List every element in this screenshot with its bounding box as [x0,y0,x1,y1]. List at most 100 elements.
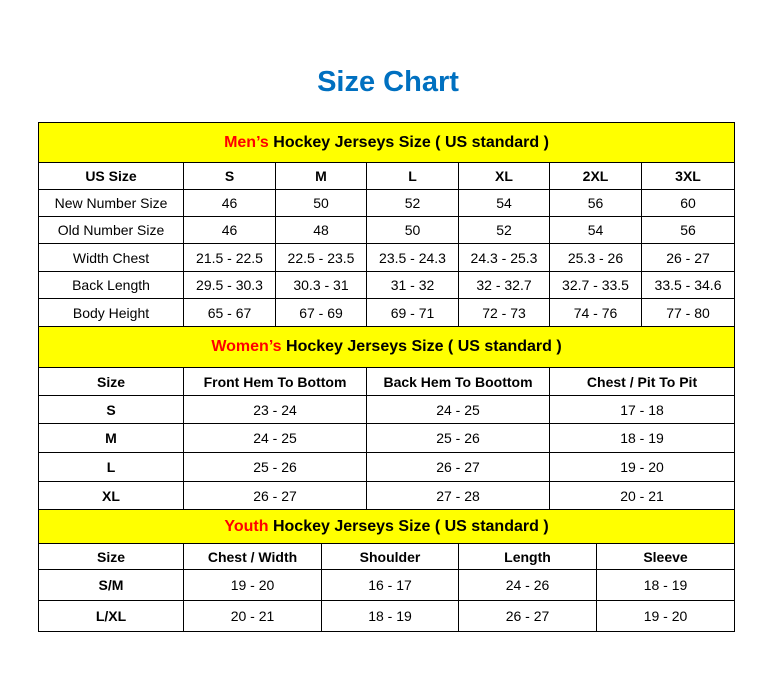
column-header: L [366,162,459,190]
table-cell: 30.3 - 31 [275,271,367,299]
table-row: S/M 19 - 20 16 - 17 24 - 26 18 - 19 [38,569,736,601]
table-cell: 23.5 - 24.3 [366,243,459,272]
table-cell: 52 [458,216,550,244]
table-cell: 24 - 26 [458,569,597,601]
table-cell: 20 - 21 [183,600,322,632]
row-label: M [38,423,184,453]
table-cell: 24 - 25 [183,423,367,453]
table-cell: 50 [366,216,459,244]
table-cell: 19 - 20 [548,452,736,482]
section-heading-prefix: Women’s [211,338,282,355]
column-header: XL [458,162,550,190]
table-row: L/XL 20 - 21 18 - 19 26 - 27 19 - 20 [38,600,736,632]
table-cell: 18 - 19 [548,423,736,453]
table-cell: 32.7 - 33.5 [549,271,642,299]
column-header: Shoulder [321,543,459,570]
table-cell: 33.5 - 34.6 [640,271,736,299]
column-header: Front Hem To Bottom [183,367,367,396]
table-cell: 21.5 - 22.5 [183,243,276,272]
section-heading-prefix: Youth [224,517,269,535]
youth-size-table: Youth Hockey Jerseys Size ( US standard … [37,509,736,632]
table-row: Body Height 65 - 67 67 - 69 69 - 71 72 - 73 7… [38,298,736,327]
table-cell: 22.5 - 23.5 [275,243,367,272]
table-cell: 56 [640,216,736,244]
column-header: Back Hem To Boottom [366,367,550,396]
table-cell: 26 - 27 [183,481,367,510]
row-label: New Number Size [38,189,184,217]
section-heading-text: Hockey Jerseys Size ( US standard ) [268,517,549,535]
column-header: Size [38,367,184,396]
row-label: Width Chest [38,243,184,272]
table-cell: 19 - 20 [183,569,322,601]
table-row: Back Length 29.5 - 30.3 30.3 - 31 31 - 32 32… [38,271,736,299]
row-label: L/XL [38,600,184,632]
column-header: 3XL [640,162,736,190]
section-heading: Men’s Hockey Jerseys Size ( US standard … [37,122,736,163]
table-cell: 69 - 71 [366,298,459,327]
row-label: Body Height [38,298,184,327]
table-cell: 26 - 27 [366,452,550,482]
table-cell: 16 - 17 [321,569,459,601]
section-heading-prefix: Men’s [224,133,269,151]
column-header: Length [458,543,597,570]
section-heading-text: Hockey Jerseys Size ( US standard ) [281,338,562,355]
section-heading: Women’s Hockey Jerseys Size ( US standar… [37,326,736,368]
table-cell: 24.3 - 25.3 [458,243,550,272]
table-cell: 56 [549,189,642,217]
table-cell: 74 - 76 [549,298,642,327]
column-header: 2XL [549,162,642,190]
table-cell: 18 - 19 [595,569,736,601]
table-cell: 67 - 69 [275,298,367,327]
table-cell: 72 - 73 [458,298,550,327]
table-row: Old Number Size 46 48 50 52 54 56 [38,216,736,244]
table-cell: 46 [183,216,276,244]
table-cell: 54 [458,189,550,217]
table-row: M 24 - 25 25 - 26 18 - 19 [38,423,736,453]
table-cell: 65 - 67 [183,298,276,327]
table-cell: 31 - 32 [366,271,459,299]
row-label: Old Number Size [38,216,184,244]
row-label: Back Length [38,271,184,299]
table-cell: 54 [549,216,642,244]
row-label: L [38,452,184,482]
table-cell: 29.5 - 30.3 [183,271,276,299]
section-heading-text: Hockey Jerseys Size ( US standard ) [268,133,549,151]
row-label: XL [38,481,184,510]
table-cell: 50 [275,189,367,217]
row-label: S [38,395,184,424]
column-header: Chest / Width [183,543,322,570]
table-row: Width Chest 21.5 - 22.5 22.5 - 23.5 23.5 - … [38,243,736,272]
column-header: US Size [38,162,184,190]
table-cell: 23 - 24 [183,395,367,424]
table-cell: 60 [640,189,736,217]
table-row: XL 26 - 27 27 - 28 20 - 21 [38,481,736,510]
table-cell: 48 [275,216,367,244]
column-header: Chest / Pit To Pit [548,367,736,396]
table-row: S 23 - 24 24 - 25 17 - 18 [38,395,736,424]
table-cell: 25 - 26 [366,423,550,453]
table-row: L 25 - 26 26 - 27 19 - 20 [38,452,736,482]
table-cell: 26 - 27 [458,600,597,632]
table-cell: 25.3 - 26 [549,243,642,272]
table-cell: 27 - 28 [366,481,550,510]
column-header: M [275,162,367,190]
table-cell: 26 - 27 [640,243,736,272]
table-cell: 19 - 20 [595,600,736,632]
table-cell: 32 - 32.7 [458,271,550,299]
table-row: New Number Size 46 50 52 54 56 60 [38,189,736,217]
page-title: Size Chart [317,66,459,98]
table-cell: 20 - 21 [548,481,736,510]
column-header: Size [38,543,184,570]
column-header: Sleeve [595,543,736,570]
section-heading: Youth Hockey Jerseys Size ( US standard … [37,509,736,544]
womens-size-table: Women’s Hockey Jerseys Size ( US standar… [37,326,736,510]
table-cell: 17 - 18 [548,395,736,424]
table-cell: 46 [183,189,276,217]
table-cell: 52 [366,189,459,217]
column-header: S [183,162,276,190]
table-cell: 77 - 80 [640,298,736,327]
table-cell: 25 - 26 [183,452,367,482]
table-cell: 24 - 25 [366,395,550,424]
row-label: S/M [38,569,184,601]
table-cell: 18 - 19 [321,600,459,632]
